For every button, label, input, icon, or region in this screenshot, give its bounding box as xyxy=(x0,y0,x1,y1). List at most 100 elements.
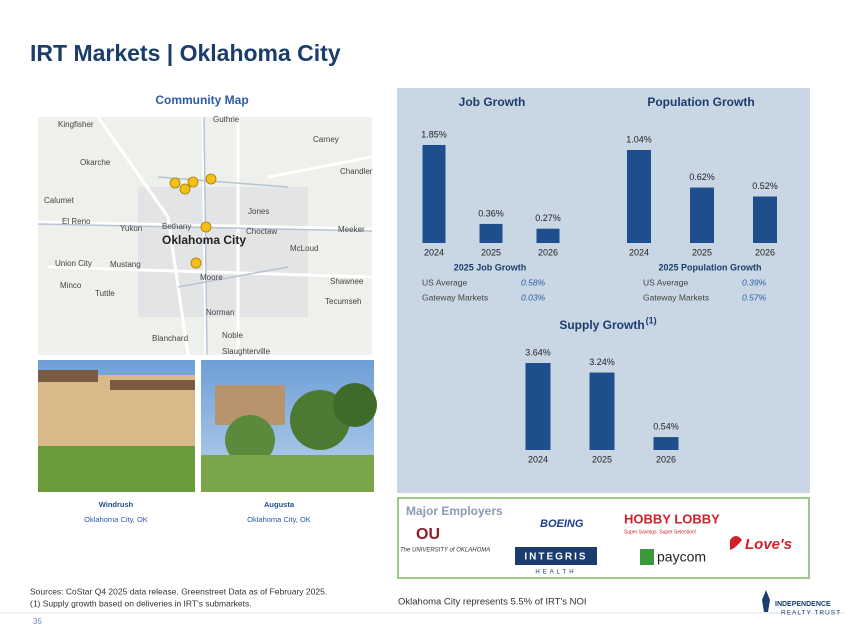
bar xyxy=(536,228,560,243)
map-label: Choctaw xyxy=(246,227,277,236)
property-name: Windrush xyxy=(99,500,134,509)
comparison-label: Gateway Markets xyxy=(422,292,488,302)
page-number: 35 xyxy=(33,617,42,626)
map-label: El Reno xyxy=(62,217,91,226)
charts: Job Growth 1.85% 2024 0.36% 2025 0.27% 2026 Pop… xyxy=(421,95,778,464)
property-name: Augusta xyxy=(264,500,295,509)
map-label: Tuttle xyxy=(95,289,115,298)
map-label: Jones xyxy=(248,207,269,216)
map-label: Mustang xyxy=(110,260,141,269)
map xyxy=(38,117,372,355)
comparison-title: 2025 Job Growth xyxy=(454,262,527,272)
bar xyxy=(422,145,446,243)
value-label: 3.64% xyxy=(525,347,551,357)
map-label: Yukon xyxy=(120,224,142,233)
employers-box xyxy=(397,497,810,579)
chart-title: Population Growth xyxy=(647,95,754,109)
map-label: Blanchard xyxy=(152,334,188,343)
comparison-value: 0.57% xyxy=(742,292,767,302)
map-label: Union City xyxy=(55,259,92,268)
metro-area xyxy=(138,187,308,317)
slide-title: IRT Markets | Oklahoma City xyxy=(30,40,341,66)
chart-title: Job Growth xyxy=(459,95,526,109)
bar xyxy=(653,437,679,450)
map-label: Moore xyxy=(200,273,223,282)
map-label: Shawnee xyxy=(330,277,364,286)
category-label: 2024 xyxy=(528,454,548,464)
value-label: 0.52% xyxy=(752,181,778,191)
logo-text: Love's xyxy=(745,536,792,553)
bar xyxy=(525,363,551,450)
photo-windrush xyxy=(38,360,195,492)
logo-text: paycom xyxy=(657,549,706,565)
category-label: 2026 xyxy=(656,454,676,464)
map-label: McLoud xyxy=(290,244,318,253)
bar xyxy=(589,372,615,450)
comparison-label: Gateway Markets xyxy=(643,292,709,302)
comparison-label: US Average xyxy=(422,277,467,287)
map-label-city: Oklahoma City xyxy=(162,233,246,247)
logo-text: The UNIVERSITY of OKLAHOMA xyxy=(400,548,490,554)
photo-augusta xyxy=(201,360,377,492)
value-label: 0.27% xyxy=(535,213,561,223)
map-label: Slaughterville xyxy=(222,347,271,356)
category-label: 2024 xyxy=(629,247,649,257)
logo-icon xyxy=(762,590,770,612)
map-heading: Community Map xyxy=(155,93,248,107)
value-label: 1.04% xyxy=(626,134,652,144)
comparison-value: 0.58% xyxy=(521,277,546,287)
footnote: Sources: CoStar Q4 2025 data release. Gr… xyxy=(30,586,327,596)
pins xyxy=(169,173,217,269)
map-label: Calumet xyxy=(44,196,75,205)
value-label: 0.36% xyxy=(478,208,504,218)
map-label: Carney xyxy=(313,135,339,144)
bar xyxy=(479,223,503,243)
logo-text: REALTY TRUST xyxy=(781,610,841,617)
map-label: Bethany xyxy=(162,222,191,231)
map-label: Chandler xyxy=(340,167,373,176)
value-label: 3.24% xyxy=(589,357,615,367)
value-label: 1.85% xyxy=(421,129,447,139)
bar xyxy=(753,196,777,243)
property-location: Oklahoma City, OK xyxy=(84,515,148,524)
value-label: 0.62% xyxy=(689,172,715,182)
title-note: (1) xyxy=(646,315,657,325)
map-label: Guthrie xyxy=(213,115,240,124)
ou-mark: OU xyxy=(416,526,440,543)
employers-heading: Major Employers xyxy=(406,504,503,518)
category-label: 2025 xyxy=(692,247,712,257)
integris-box xyxy=(515,547,597,565)
logo-text: HEALTH xyxy=(535,570,576,576)
bar xyxy=(627,150,651,243)
logo-text: INDEPENDENCE xyxy=(775,601,831,608)
logo-text: Super Savings. Super Selection! xyxy=(624,529,696,535)
comparison-title: 2025 Population Growth xyxy=(658,262,761,272)
logo-text: BOEING xyxy=(540,518,584,530)
map-label: Meeker xyxy=(338,225,365,234)
logo-text: INTEGRIS xyxy=(524,552,587,563)
map-label: Tecumseh xyxy=(325,297,361,306)
category-label: 2025 xyxy=(481,247,501,257)
value-label: 0.54% xyxy=(653,421,679,431)
paycom-mark xyxy=(640,549,654,565)
map-label: Kingfisher xyxy=(58,120,94,129)
category-label: 2025 xyxy=(592,454,612,464)
footnote: (1) Supply growth based on deliveries in… xyxy=(30,598,252,608)
category-label: 2024 xyxy=(424,247,444,257)
property-location: Oklahoma City, OK xyxy=(247,515,311,524)
category-label: 2026 xyxy=(755,247,775,257)
bar xyxy=(690,187,714,243)
noi-note: Oklahoma City represents 5.5% of IRT's N… xyxy=(398,597,587,608)
chart-title: Supply Growth xyxy=(559,318,644,332)
map-label: Okarche xyxy=(80,158,111,167)
comparison-value: 0.39% xyxy=(742,277,767,287)
map-label: Minco xyxy=(60,281,82,290)
comparison-label: US Average xyxy=(643,277,688,287)
loves-heart xyxy=(730,536,742,550)
map-label: Norman xyxy=(206,308,234,317)
category-label: 2026 xyxy=(538,247,558,257)
map-labels: Kingfisher Guthrie Okarche Carney Chandl… xyxy=(44,115,373,356)
map-label: Noble xyxy=(222,331,243,340)
logo-text: HOBBY LOBBY xyxy=(624,511,720,526)
